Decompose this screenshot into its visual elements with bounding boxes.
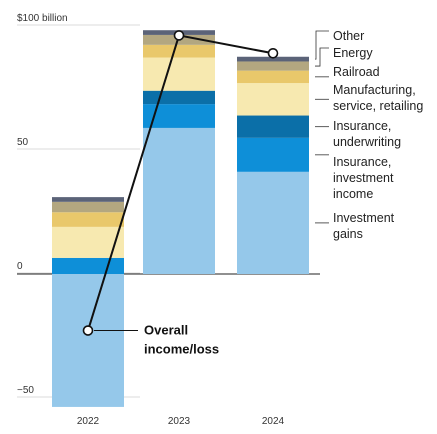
y-tick-label: 50 (17, 137, 29, 148)
bar-segment-2022-insurance-investment-income (52, 257, 124, 274)
bar-segment-2023-manufacturing-service-retailing (143, 57, 215, 91)
bar-segment-2023-insurance-investment-income (143, 104, 215, 128)
legend-label-other: Other (333, 29, 364, 43)
bar-segment-2024-railroad (237, 70, 309, 84)
legend-label-energy: Energy (333, 46, 373, 60)
legend-label-investment-gains: gains (333, 227, 363, 241)
legend-label-manufacturing-service-retailing: Manufacturing, (333, 83, 416, 97)
overall-label-line: Overall (144, 323, 188, 338)
bar-segment-2024-investment-gains (237, 171, 309, 274)
overall-point-2022 (82, 325, 94, 336)
legend: Investment gains Insurance, investment incom… (315, 29, 423, 241)
overall-line: Overall income/loss (82, 30, 279, 357)
bar-segment-2024-insurance-investment-income (237, 137, 309, 172)
bar-segment-2024-insurance-underwriting (237, 115, 309, 138)
y-tick-label: 0 (17, 261, 23, 272)
legend-label-insurance-underwriting: Insurance, (333, 119, 391, 133)
y-tick-label: $100 billion (17, 13, 68, 24)
legend-label-insurance-investment-income: investment (333, 171, 394, 185)
x-tick-label: 2024 (262, 416, 285, 427)
legend-label-manufacturing-service-retailing: service, retailing (333, 99, 423, 113)
bar-segment-2022-railroad (52, 212, 124, 227)
bar-segment-2022-energy (52, 201, 124, 213)
x-axis: 2022 2023 2024 (77, 416, 285, 427)
overall-point-2024 (267, 47, 279, 59)
y-tick-label: −50 (17, 385, 34, 396)
bar-segment-2023-railroad (143, 44, 215, 58)
legend-leader (315, 47, 329, 67)
bar-segment-2022-manufacturing-service-retailing (52, 226, 124, 258)
bar-segment-2023-investment-gains (143, 127, 215, 274)
bar-segment-2022-other (52, 197, 124, 202)
overall-point-2023 (173, 30, 185, 41)
x-tick-label: 2022 (77, 416, 100, 427)
legend-leader (315, 30, 329, 60)
bar-segment-2024-energy (237, 61, 309, 71)
legend-label-insurance-investment-income: Insurance, (333, 155, 391, 169)
legend-label-insurance-investment-income: income (333, 187, 373, 201)
bar-segment-2024-manufacturing-service-retailing (237, 83, 309, 116)
legend-label-insurance-underwriting: underwriting (333, 135, 401, 149)
legend-label-investment-gains: Investment (333, 211, 395, 225)
bar-segment-2022-investment-gains (52, 274, 124, 407)
legend-label-railroad: Railroad (333, 65, 380, 79)
x-tick-label: 2023 (168, 416, 191, 427)
bar-segment-2023-insurance-underwriting (143, 90, 215, 105)
bar-segment-2024-other (237, 56, 309, 62)
overall-label-line: income/loss (144, 342, 219, 357)
